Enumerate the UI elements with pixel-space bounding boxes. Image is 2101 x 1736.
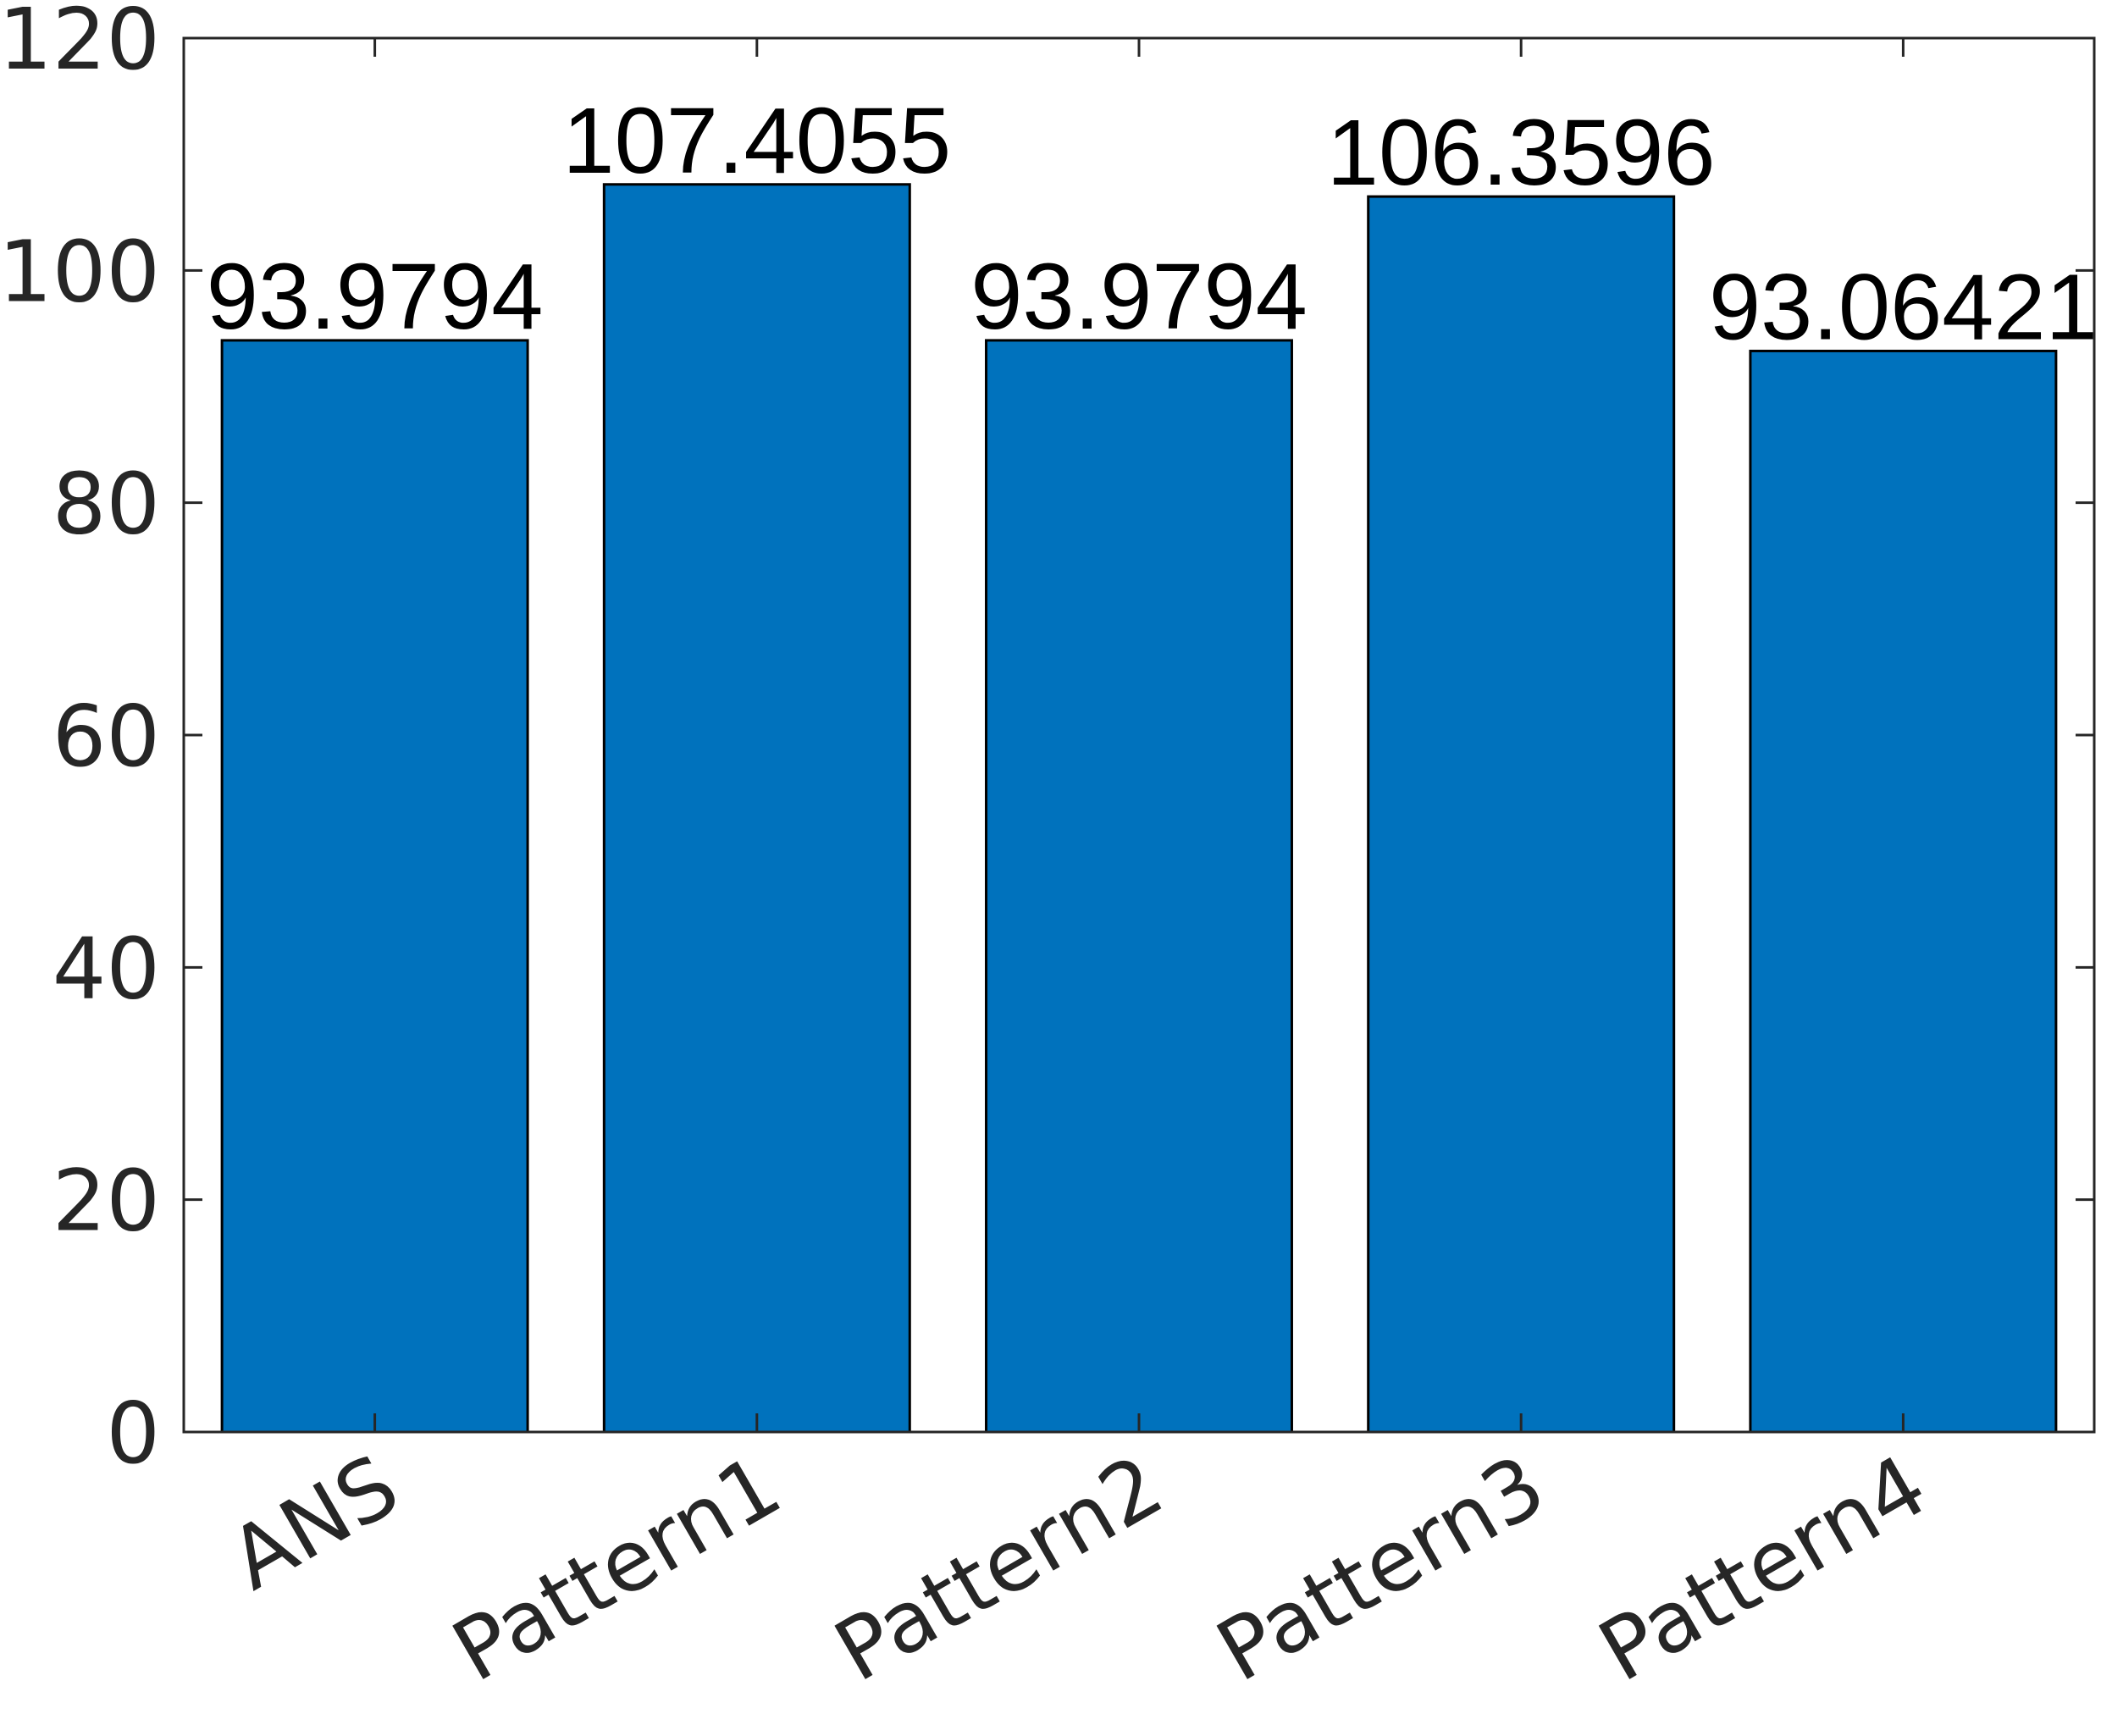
- bar-value-label: 106.3596: [1327, 101, 1716, 205]
- plot-area-frame: [182, 36, 2096, 1434]
- bar-ans: [220, 339, 529, 1434]
- y-tick-label: 40: [53, 919, 160, 1018]
- bar-value-label: 107.4055: [562, 89, 951, 193]
- x-tick-label: Pattern2: [819, 1435, 1179, 1700]
- y-axis-tick-labels: 0 20 40 60 80 100 120: [0, 0, 160, 1483]
- y-tick-label: 20: [53, 1152, 160, 1251]
- y-tick-label: 0: [106, 1384, 160, 1483]
- bar-pattern2: [985, 339, 1293, 1434]
- bar-pattern1: [602, 183, 911, 1434]
- y-tick-label: 100: [0, 222, 160, 321]
- bar-pattern3: [1367, 195, 1676, 1434]
- bar-value-label: 93.9794: [207, 245, 544, 349]
- y-tick-label: 120: [0, 0, 160, 89]
- bar-pattern4: [1749, 349, 2058, 1434]
- x-tick-label: Pattern1: [437, 1435, 797, 1700]
- bar-value-label: 93.9794: [970, 245, 1308, 349]
- y-tick-label: 60: [53, 687, 160, 786]
- x-tick-label: ANS: [213, 1435, 415, 1609]
- x-axis-category-labels: ANS Pattern1 Pattern2 Pattern3 Pattern4: [213, 1435, 1943, 1700]
- x-tick-label: Pattern3: [1201, 1435, 1561, 1700]
- bar-value-label: 93.06421: [1709, 255, 2098, 359]
- bars-layer: [220, 183, 2058, 1434]
- y-tick-label: 80: [53, 455, 160, 554]
- x-tick-label: Pattern4: [1583, 1435, 1943, 1700]
